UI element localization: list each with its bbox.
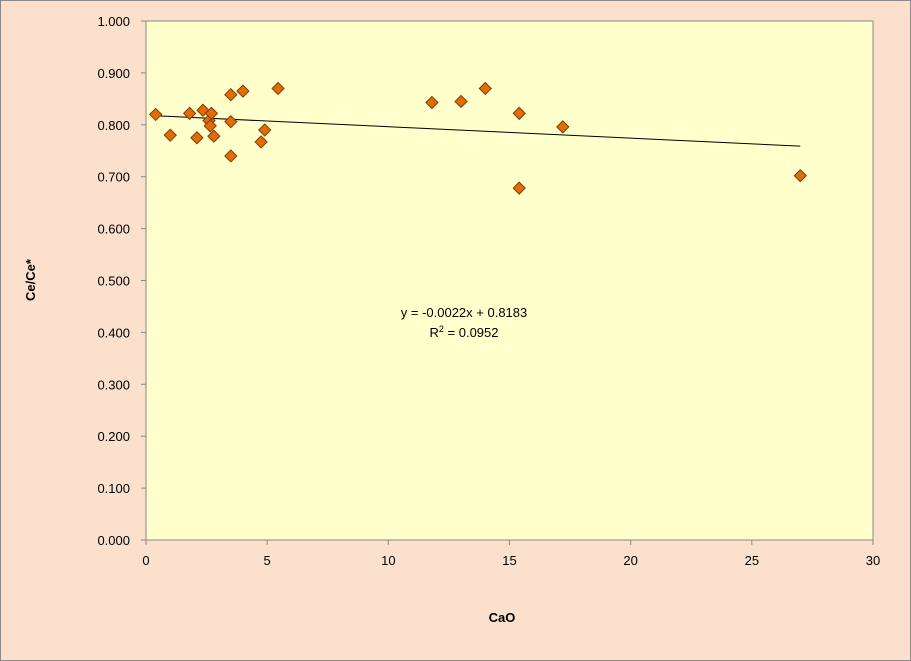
data-point	[512, 106, 526, 121]
data-point	[207, 129, 221, 143]
data-point	[258, 123, 272, 137]
r2-value: = 0.0952	[444, 325, 499, 340]
data-points	[148, 81, 808, 195]
data-point	[182, 106, 197, 121]
y-tick-label: 0.300	[97, 377, 130, 392]
data-point	[793, 168, 808, 183]
data-point	[224, 114, 238, 129]
data-point	[478, 81, 492, 96]
trendline	[155, 115, 801, 147]
data-point	[556, 120, 570, 134]
data-point	[271, 81, 285, 96]
data-point	[425, 95, 439, 110]
y-tick-label: 1.000	[97, 14, 130, 29]
y-tick-label: 0.400	[97, 325, 130, 340]
y-tick-label: 0.900	[97, 66, 130, 81]
r2-prefix: R	[430, 325, 439, 340]
data-point	[204, 106, 219, 121]
x-tick-label: 10	[381, 553, 395, 568]
data-point	[190, 131, 204, 145]
data-point	[454, 94, 468, 109]
data-point	[254, 135, 268, 149]
x-tick-label: 15	[502, 553, 516, 568]
trendline-equation: y = -0.0022x + 0.8183	[401, 305, 527, 320]
data-point	[203, 119, 217, 133]
y-axis-title: Ce/Ce*	[23, 258, 38, 301]
data-point	[236, 84, 250, 98]
y-tick-label: 0.100	[97, 481, 130, 496]
y-tick-label: 0.600	[97, 222, 130, 237]
trendline-r2: R2 = 0.0952	[430, 324, 499, 340]
x-tick-label: 30	[866, 553, 880, 568]
x-tick-label: 0	[142, 553, 149, 568]
data-point	[224, 87, 238, 102]
data-point	[224, 149, 238, 163]
y-tick-label: 0.500	[97, 274, 130, 289]
data-point	[148, 107, 163, 122]
plot-area	[145, 20, 874, 541]
x-axis-ticks: 0 5 10 15 20 25 30	[142, 540, 880, 568]
r2-superscript: 2	[439, 324, 444, 334]
x-tick-label: 20	[623, 553, 637, 568]
y-tick-label: 0.200	[97, 429, 130, 444]
data-point	[512, 181, 526, 195]
data-point	[163, 128, 177, 142]
x-tick-label: 25	[745, 553, 759, 568]
x-tick-label: 5	[264, 553, 271, 568]
x-axis-title: CaO	[489, 610, 516, 625]
y-axis-ticks: 0.000 0.100 0.200 0.300 0.400 0.500 0.600 0.700…	[97, 14, 146, 548]
y-tick-label: 0.000	[97, 533, 130, 548]
y-tick-label: 0.800	[97, 118, 130, 133]
y-tick-label: 0.700	[97, 170, 130, 185]
